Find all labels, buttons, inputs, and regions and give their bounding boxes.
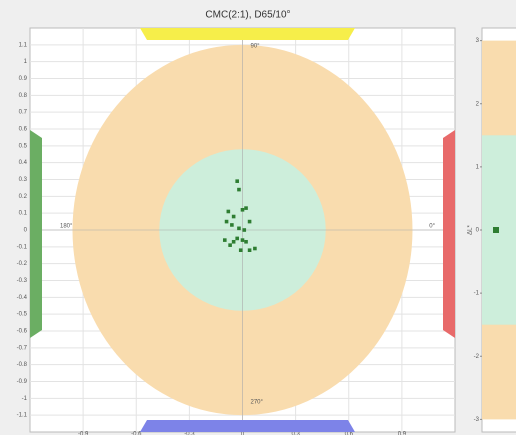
y-tick-label: -0.5 — [17, 312, 28, 318]
x-tick-label: 0.6 — [345, 432, 354, 435]
x-tick-label: -0.6 — [131, 432, 142, 435]
x-tick-label: 0 — [241, 432, 245, 435]
hue-label: 180° — [60, 224, 73, 230]
x-tick-label: -0.3 — [184, 432, 195, 435]
y-tick-label: 0.2 — [19, 194, 28, 200]
y-tick-label: -0.2 — [17, 261, 28, 267]
hue-blue — [140, 420, 355, 432]
sample-point — [235, 179, 239, 183]
hue-red — [443, 130, 455, 338]
x-tick-label: -0.9 — [78, 432, 89, 435]
hue-green — [30, 130, 42, 338]
y-tick-label: 1 — [476, 164, 480, 170]
sample-point — [230, 223, 234, 227]
sample-point — [238, 248, 243, 252]
chart-2: -3 -2 -1 0 1 2 3 ΔL* — [468, 38, 516, 423]
y-tick-label: -0.9 — [17, 379, 28, 385]
y-tick-label: -1 — [474, 291, 480, 297]
y-tick-label: -0.8 — [17, 362, 28, 368]
hue-label: 0° — [429, 224, 435, 230]
hue-label: 90° — [251, 44, 261, 50]
y-tick-label: -1 — [22, 396, 28, 402]
sample-point — [237, 187, 241, 192]
sample-point — [244, 239, 248, 244]
sample-point — [240, 208, 245, 212]
sample-point — [244, 206, 248, 210]
y-tick-label: -3 — [474, 417, 480, 423]
y-tick-label: -0.1 — [17, 244, 28, 250]
sample-point — [226, 209, 231, 214]
y-tick-label: 0.3 — [19, 177, 28, 183]
y-axis-label: ΔL* — [468, 224, 474, 234]
y-tick-label: -1.1 — [17, 413, 28, 419]
y-tick-label: 0.1 — [19, 211, 28, 217]
y-tick-label: 0.9 — [19, 76, 28, 82]
chart-title: CMC(2:1), D65/10° — [205, 10, 290, 21]
x-tick-label: 0.9 — [398, 432, 407, 435]
sample-point — [237, 226, 241, 231]
y-tick-label: -0.7 — [17, 345, 28, 351]
y-tick-label: 2 — [476, 101, 480, 107]
sample-point — [228, 243, 232, 247]
hue-yellow — [140, 28, 355, 40]
sample-point — [231, 214, 236, 219]
y-tick-label: 1 — [24, 59, 28, 65]
y-tick-label: 0.4 — [19, 160, 28, 166]
chart-1: -1.1 -1 -0.9 -0.8 -0.7 -0.6 -0.5 -0.4 -0.3 -0.2 -0… — [17, 28, 455, 435]
y-tick-label: -0.6 — [17, 329, 28, 335]
sample-point — [222, 238, 227, 242]
sample-point — [231, 239, 236, 244]
sample-point — [247, 248, 252, 252]
y-tick-label: -2 — [474, 354, 480, 360]
sample-point — [240, 238, 245, 242]
sample-point — [247, 219, 252, 224]
sample-point — [224, 219, 229, 224]
hue-label: 270° — [251, 400, 264, 406]
y-tick-label: 0.5 — [19, 143, 28, 149]
y-tick-label: 0.7 — [19, 110, 28, 116]
sample-point — [235, 236, 239, 241]
y-tick-label: 0.6 — [19, 127, 28, 133]
y-tick-label: 0 — [476, 228, 480, 234]
y-tick-label: 3 — [476, 38, 480, 44]
sample-point — [493, 227, 499, 233]
y-tick-label: -0.3 — [17, 278, 28, 284]
x-tick-label: 0.3 — [291, 432, 300, 435]
sample-point — [253, 246, 257, 251]
y-tick-label: 0 — [24, 228, 28, 234]
y-tick-label: 1.1 — [19, 42, 28, 48]
sample-point — [242, 228, 247, 232]
y-tick-label: -0.4 — [17, 295, 28, 301]
y-tick-label: 0.8 — [19, 93, 28, 99]
